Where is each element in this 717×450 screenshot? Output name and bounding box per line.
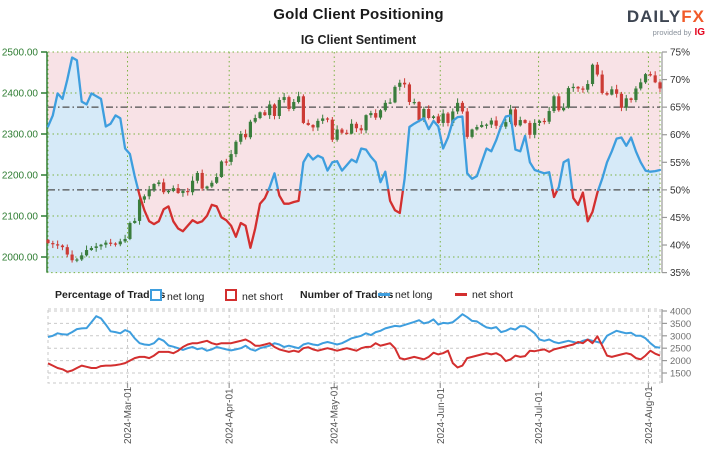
svg-text:2000: 2000 [670, 356, 691, 367]
sentiment-line [46, 56, 662, 249]
legend-num-net-long: net long [378, 289, 432, 301]
svg-text:2500: 2500 [670, 344, 691, 355]
date-label: 2024-Jul-01 [534, 391, 545, 444]
svg-text:45%: 45% [670, 213, 690, 224]
svg-text:2000.00: 2000.00 [2, 253, 39, 264]
trader-count-lines [47, 313, 661, 373]
svg-text:2500.00: 2500.00 [2, 48, 39, 59]
logo-ig-text: IG [694, 27, 705, 38]
percent-axis-right: 75% 70% 65% 60% 55% 50% 45% 40% 35% [661, 48, 690, 279]
svg-text:65%: 65% [670, 103, 690, 114]
svg-text:55%: 55% [670, 158, 690, 169]
dailyfx-brand: DAILYFX [627, 8, 705, 25]
logo-daily-text: DAILY [626, 7, 682, 26]
legend-percentage-of-traders: Percentage of Traders [55, 289, 166, 301]
net-long-line-icon [378, 293, 390, 296]
legend-pct-net-short: net short [225, 289, 283, 303]
date-label: 2024-Jun-01 [436, 387, 447, 444]
legend: Percentage of Traders net long net short… [0, 289, 717, 305]
net-long-swatch-icon [150, 289, 162, 301]
net-short-swatch-icon [225, 289, 237, 301]
svg-text:60%: 60% [670, 130, 690, 141]
svg-text:40%: 40% [670, 241, 690, 252]
svg-text:1500: 1500 [670, 369, 691, 380]
gold-candlesticks [46, 62, 662, 263]
count-line-net-long [47, 313, 661, 352]
logo-provided-by: provided by IG [652, 27, 705, 38]
count-line-net-short [47, 335, 661, 373]
logo-fx-text: FX [681, 7, 705, 26]
svg-text:2200.00: 2200.00 [2, 171, 39, 182]
svg-text:35%: 35% [670, 268, 690, 279]
page-title: Gold Client Positioning [273, 6, 444, 23]
dailyfx-logo: DAILYFX provided by IG [627, 8, 705, 38]
chart-subtitle: IG Client Sentiment [300, 33, 417, 47]
date-label: 2024-Mar-01 [123, 386, 134, 444]
count-gridlines [47, 308, 661, 388]
price-axis-left: 2500.00 2400.00 2300.00 2200.00 2100.00 2000.… [2, 48, 48, 273]
svg-text:2300.00: 2300.00 [2, 130, 39, 141]
legend-num-net-short: net short [455, 289, 513, 301]
date-axis-labels: 2024-Mar-01 2024-Apr-01 2024-May-01 2024-Ju… [123, 385, 655, 444]
net-short-line-icon [455, 293, 467, 296]
legend-number-of-traders: Number of Traders [300, 289, 394, 301]
date-label: 2024-Aug-01 [644, 386, 655, 444]
svg-text:2400.00: 2400.00 [2, 89, 39, 100]
svg-text:4000: 4000 [670, 307, 691, 318]
date-label: 2024-Apr-01 [225, 388, 236, 444]
svg-text:2100.00: 2100.00 [2, 212, 39, 223]
svg-text:50%: 50% [670, 185, 690, 196]
svg-text:3500: 3500 [670, 319, 691, 330]
date-label: 2024-May-01 [330, 385, 341, 444]
svg-text:3000: 3000 [670, 331, 691, 342]
svg-text:75%: 75% [670, 48, 690, 59]
svg-text:70%: 70% [670, 75, 690, 86]
legend-pct-net-long: net long [150, 289, 204, 303]
sentiment-area-fills [48, 52, 660, 273]
